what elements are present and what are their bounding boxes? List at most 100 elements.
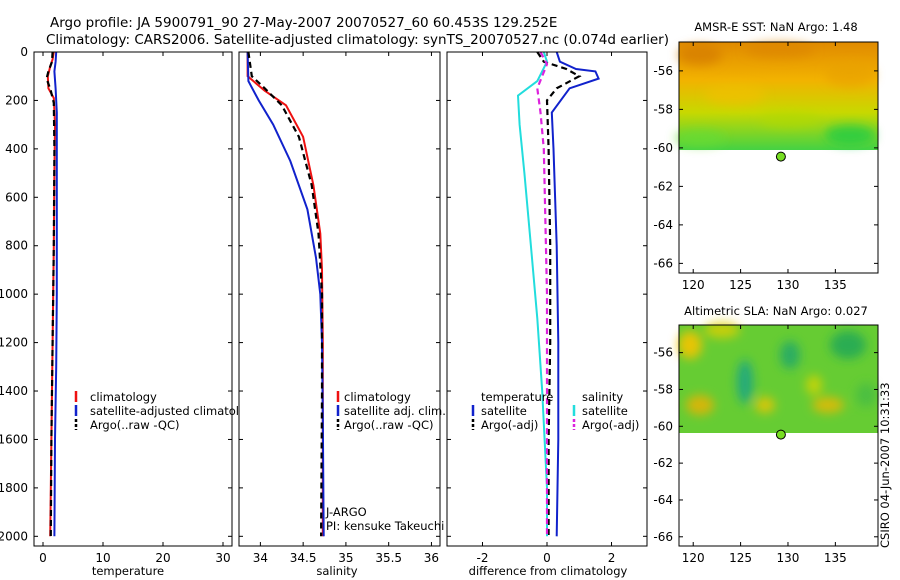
series-line-argo-raw-qc- (247, 51, 324, 537)
x-tick-label: 125 (729, 278, 752, 292)
y-tick-label: -60 (653, 419, 673, 433)
x-tick-label: 36 (424, 551, 439, 565)
x-tick-label: 135 (824, 278, 847, 292)
series-line-argo-raw-qc- (45, 51, 56, 537)
y-tick-label: 1200 (0, 336, 28, 350)
legend-label-temp-argo: Argo(-adj) (481, 418, 538, 432)
temperature-plot-area (45, 51, 58, 537)
x-tick-label: 34 (253, 551, 268, 565)
x-tick-label: 125 (729, 551, 752, 565)
x-tick-label: 35.5 (375, 551, 402, 565)
x-tick-label: 135 (824, 551, 847, 565)
x-tick-label: 34.5 (290, 551, 317, 565)
x-tick-label: 30 (215, 551, 230, 565)
legend-label-climatology: climatology (90, 390, 157, 404)
x-tick-label: 130 (777, 278, 800, 292)
legend-label-sal-satellite: satellite (582, 404, 628, 418)
difference-legend: temperature satellite Argo(-adj) salinit… (471, 390, 639, 432)
legend-label-satellite: satellite adj. clim. (344, 404, 446, 418)
salinity-background (239, 52, 440, 546)
sst-field-texture (675, 42, 875, 146)
difference-xlabel: difference from climatology (469, 564, 628, 578)
salinity-panel: 34 34.5 35 35.5 36 salinity climatology sate… (238, 51, 446, 578)
series-line-salinity-argo-adj- (536, 51, 549, 537)
temperature-legend: climatology satellite-adjusted climatolo… (74, 390, 260, 432)
y-tick-label: -64 (653, 493, 673, 507)
temperature-panel: 0 10 20 30 0 200 400 600 800 1000 1200 1400 1600 1800… (0, 45, 260, 578)
salinity-frame (238, 51, 441, 547)
y-tick-label: -56 (653, 346, 673, 360)
y-tick-label: 1800 (0, 481, 28, 495)
y-tick-label: -64 (653, 218, 673, 232)
x-tick-label: 0 (543, 551, 551, 565)
x-tick-label: 120 (682, 551, 705, 565)
salinity-annotation-project: J-ARGO (325, 505, 367, 519)
salinity-xlabel: salinity (316, 564, 357, 578)
legend-label-sal-argo: Argo(-adj) (582, 418, 639, 432)
difference-panel: -2 0 2 difference from climatology tempera… (446, 51, 648, 578)
sst-map-frame (678, 41, 879, 274)
difference-axes: -2 0 2 (447, 51, 647, 565)
temperature-xlabel: temperature (92, 564, 164, 578)
salinity-legend: climatology satellite adj. clim. Argo(..… (336, 390, 446, 432)
y-tick-label: -60 (653, 141, 673, 155)
difference-plot-area (516, 51, 600, 537)
y-tick-label: 800 (5, 239, 28, 253)
legend-header-temperature: temperature (481, 390, 553, 404)
y-tick-label: 2000 (0, 529, 28, 543)
series-line-satellite-adjusted-climatology (53, 51, 58, 537)
sst-map-title: AMSR-E SST: NaN Argo: 1.48 (694, 20, 857, 34)
x-tick-label: 0 (39, 551, 47, 565)
sla-map-frame (678, 324, 879, 547)
sst-map-axes: 120 125 130 135 -56 -58 -60 -62 -64 -66 (653, 42, 878, 292)
header-line2: Climatology: CARS2006. Satellite-adjuste… (46, 32, 669, 48)
csiro-timestamp: CSIRO 04-Jun-2007 10:31:33 (878, 382, 892, 548)
y-tick-label: -58 (653, 102, 673, 116)
y-tick-label: 600 (5, 190, 28, 204)
y-tick-label: -56 (653, 64, 673, 78)
y-tick-label: 0 (20, 45, 28, 59)
salinity-axes: 34 34.5 35 35.5 36 (239, 51, 440, 565)
salinity-annotation-pi: PI: kensuke Takeuchi (326, 519, 444, 533)
y-tick-label: 1400 (0, 384, 28, 398)
y-tick-label: 400 (5, 142, 28, 156)
sst-map-panel: AMSR-E SST: NaN Argo: 1.48 120 125 130 135 -… (653, 20, 879, 292)
y-tick-label: 200 (5, 93, 28, 107)
x-tick-label: 35 (338, 551, 353, 565)
sla-map-axes: 120 125 130 135 -56 -58 -60 -62 -64 -66 (653, 325, 878, 565)
x-tick-label: 2 (608, 551, 616, 565)
x-tick-label: 120 (682, 278, 705, 292)
argo-location-marker (775, 429, 786, 440)
sla-map-panel: Altimetric SLA: NaN Argo: 0.027 120 125 13… (653, 304, 879, 565)
y-tick-label: -62 (653, 179, 673, 193)
sla-map-title: Altimetric SLA: NaN Argo: 0.027 (684, 304, 868, 318)
legend-label-argo: Argo(..raw -QC) (90, 418, 180, 432)
y-tick-label: 1600 (0, 432, 28, 446)
legend-label-temp-satellite: satellite (481, 404, 527, 418)
temperature-axes: 0 10 20 30 0 200 400 600 800 1000 1200 1400 1600 1800… (0, 45, 232, 565)
legend-header-salinity: salinity (582, 390, 623, 404)
temperature-frame (33, 51, 233, 547)
sst-map-field (675, 42, 878, 150)
sla-field-texture (678, 322, 876, 415)
salinity-plot-area (246, 51, 325, 537)
y-tick-label: 1000 (0, 287, 28, 301)
series-line-temperature-argo-adj- (536, 51, 582, 537)
series-line-temperature-satellite (550, 51, 600, 537)
y-tick-label: -66 (653, 530, 673, 544)
argo-location-marker (775, 151, 786, 162)
x-tick-label: 10 (95, 551, 110, 565)
sla-map-field (678, 322, 878, 433)
x-tick-label: -2 (476, 551, 488, 565)
x-tick-label: 20 (155, 551, 170, 565)
y-tick-label: -66 (653, 256, 673, 270)
x-tick-label: 130 (777, 551, 800, 565)
y-tick-label: -62 (653, 456, 673, 470)
y-tick-label: -58 (653, 382, 673, 396)
legend-label-climatology: climatology (344, 390, 411, 404)
header-line1: Argo profile: JA 5900791_90 27-May-2007 … (50, 15, 557, 31)
series-line-salinity-satellite (516, 51, 549, 537)
legend-label-argo: Argo(..raw -QC) (344, 418, 434, 432)
legend-label-satellite: satellite-adjusted climatology (90, 404, 260, 418)
